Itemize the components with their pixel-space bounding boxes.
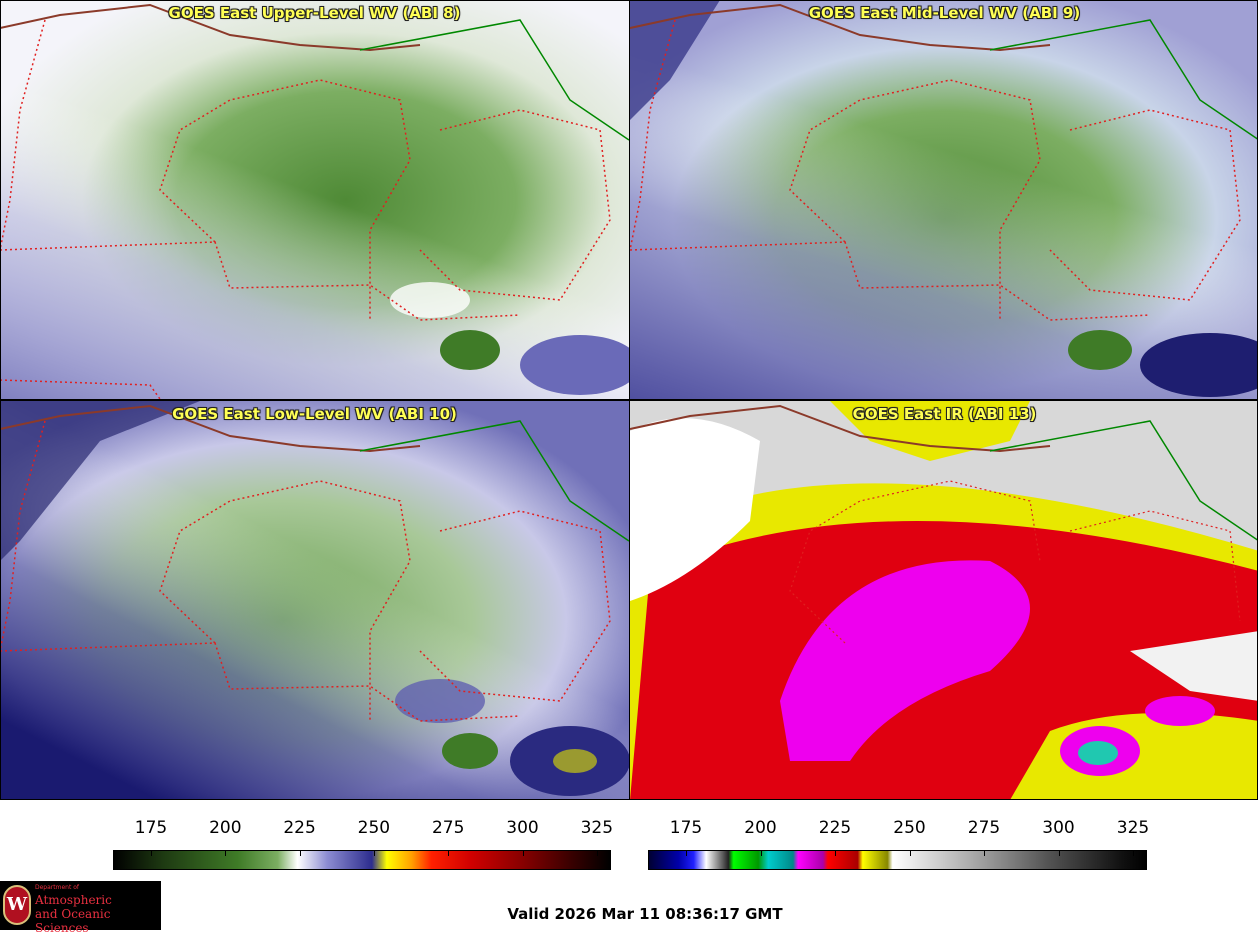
wv-colorbar-tick-mark (596, 850, 598, 856)
panel-title: GOES East Low-Level WV (ABI 10) (172, 405, 457, 423)
ir-image (630, 401, 1258, 800)
wv-colorbar-tick-mark (522, 850, 524, 856)
wv-colorbar-tick-mark (448, 850, 450, 856)
ir-colorbar-tick-mark (984, 850, 985, 856)
wv-colorbar-tick-mark (299, 850, 301, 856)
ir-colorbar: 175 200 225 250 275 300 325 (648, 818, 1150, 874)
panel-ir: GOES East IR (ABI 13) (630, 401, 1258, 800)
wv-colorbar-tick-label: 200 (209, 818, 242, 838)
panel-mid-level-wv: GOES East Mid-Level WV (ABI 9) (630, 0, 1258, 399)
ir-colorbar-tick-mark (686, 850, 687, 856)
ir-colorbar-tick-mark (760, 850, 762, 856)
panel-upper-level-wv: GOES East Upper-Level WV (ABI 8) (0, 0, 629, 399)
ir-colorbar-tick-mark (835, 850, 836, 856)
ir-colorbar-tick-mark (1058, 850, 1060, 856)
ir-colorbar-tick-label: 175 (669, 818, 703, 838)
panel-low-level-wv: GOES East Low-Level WV (ABI 10) (0, 401, 629, 800)
wv-colorbar-tick-label: 250 (357, 818, 391, 838)
wv-colorbar-tick-mark (373, 850, 375, 856)
low-level-wv-image (0, 401, 629, 800)
wv-colorbar-tick-label: 275 (431, 818, 465, 838)
wv-colorbar-tick-label: 225 (283, 818, 316, 838)
upper-level-wv-image (0, 0, 629, 399)
panel-title: GOES East Upper-Level WV (ABI 8) (168, 4, 461, 22)
ir-colorbar-gradient (648, 850, 1147, 870)
uw-seal-icon: W (3, 885, 31, 925)
wv-colorbar-tick-mark (151, 850, 152, 856)
logo-line1: Atmospheric (35, 893, 112, 907)
panel-title: GOES East IR (ABI 13) (852, 405, 1037, 423)
ir-colorbar-tick-label: 325 (1116, 818, 1150, 838)
ir-colorbar-tick-mark (909, 850, 911, 856)
panel-divider-horizontal (0, 399, 1258, 401)
wv-colorbar: 175 200 225 250 275 300 325 (113, 818, 614, 874)
panel-title: GOES East Mid-Level WV (ABI 9) (808, 4, 1081, 22)
mid-level-wv-image (630, 0, 1258, 399)
ir-colorbar-tick-label: 225 (818, 818, 852, 838)
aos-logo: W Department of Atmospheric and Oceanic … (0, 881, 161, 935)
wv-colorbar-tick-label: 175 (134, 818, 168, 838)
wv-colorbar-tick-label: 325 (580, 818, 614, 838)
ir-colorbar-tick-label: 200 (744, 818, 777, 838)
ir-colorbar-tick-label: 250 (893, 818, 926, 838)
wv-colorbar-tick-mark (225, 850, 227, 856)
ir-colorbar-tick-label: 275 (967, 818, 1001, 838)
wv-colorbar-gradient (113, 850, 611, 870)
ir-colorbar-tick-mark (1133, 850, 1134, 856)
logo-dept: Department of (35, 884, 79, 891)
valid-time: Valid 2026 Mar 11 08:36:17 GMT (507, 905, 783, 923)
ir-colorbar-tick-label: 300 (1042, 818, 1075, 838)
wv-colorbar-tick-label: 300 (506, 818, 539, 838)
